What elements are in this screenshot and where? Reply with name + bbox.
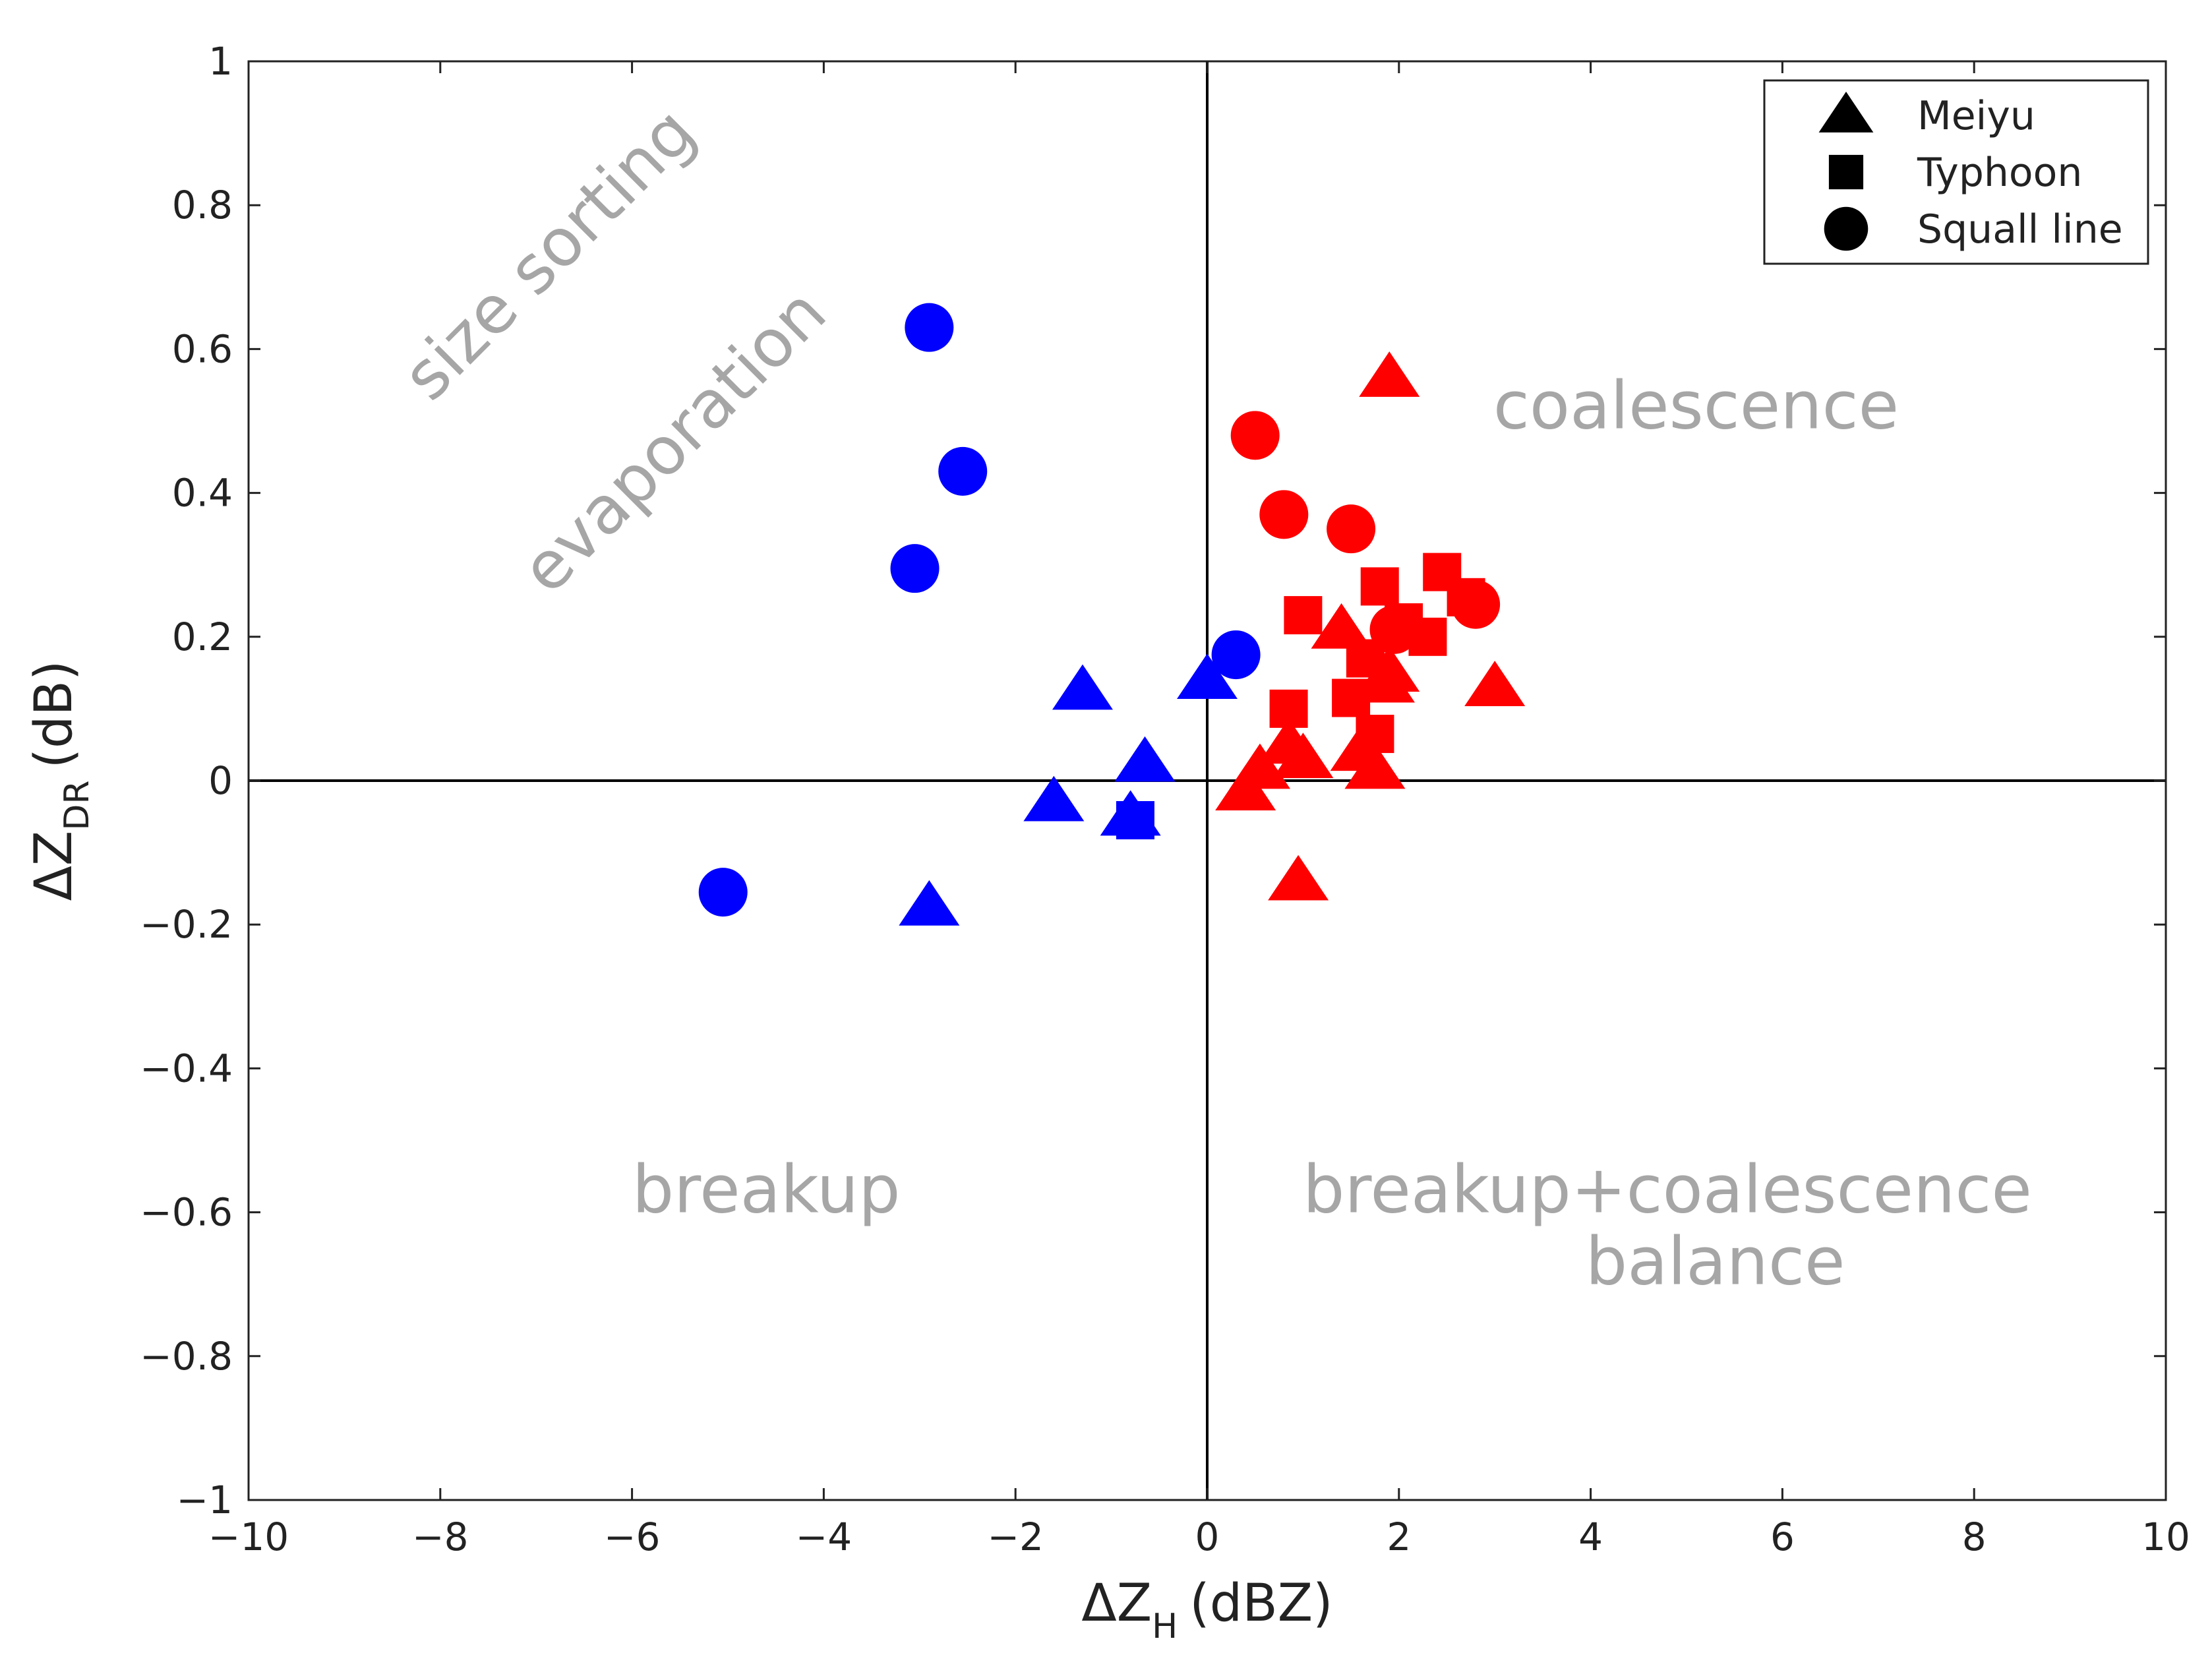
x-axis-title-sub: H [1152, 1607, 1178, 1646]
axis-ticks: −10 −8 −6 −4 −2 0 2 4 6 8 10 −1 −0.8 −0.6 −0.4 −0.2 0 0.2… [140, 39, 2190, 1559]
y-axis-title-unit: (dB) [24, 661, 84, 769]
typhoon-square-marker [1116, 801, 1154, 840]
legend: Meiyu Typhoon Squall line [1763, 79, 2149, 265]
x-axis-title-unit: (dBZ) [1189, 1574, 1332, 1633]
x-tick-label: −6 [604, 1515, 661, 1559]
x-tick-label: 6 [1770, 1515, 1795, 1559]
squall-line-circle-marker [1327, 504, 1376, 554]
x-tick-label: 8 [1962, 1515, 1987, 1559]
meiyu-triangle-marker [899, 880, 960, 926]
y-tick-label: 0.2 [172, 615, 233, 659]
x-tick-label: −2 [987, 1515, 1044, 1559]
x-tick-label: 0 [1195, 1515, 1220, 1559]
y-tick-label: 0 [208, 758, 233, 803]
typhoon-square-marker [1360, 567, 1399, 606]
x-tick-label: −4 [796, 1515, 852, 1559]
legend-square-icon [1828, 154, 1864, 190]
meiyu-triangle-marker [1311, 603, 1372, 649]
squall-line-circle-marker [1451, 580, 1501, 629]
meiyu-triangle-marker [1268, 855, 1329, 901]
y-tick-label: 0.8 [172, 183, 233, 227]
squall-line-circle-marker [1211, 630, 1261, 680]
region-label: breakup+coalescence [1303, 1151, 2032, 1228]
y-tick-label: −1 [177, 1478, 233, 1522]
data-markers [698, 303, 1526, 926]
legend-entry-label: Typhoon [1917, 150, 2082, 196]
meiyu-triangle-marker [1344, 743, 1406, 789]
meiyu-triangle-marker [1052, 664, 1113, 710]
x-tick-label: 10 [2141, 1515, 2190, 1559]
x-tick-label: −10 [208, 1515, 289, 1559]
meiyu-triangle-marker [1215, 765, 1276, 811]
y-axis-title: ΔZDR (dB) [24, 661, 97, 901]
squall-line-circle-marker [698, 868, 748, 917]
y-tick-label: −0.6 [140, 1190, 233, 1235]
squall-line-circle-marker [905, 303, 954, 352]
meiyu-triangle-marker [1114, 736, 1176, 782]
y-axis-title-main: ΔZ [24, 831, 84, 901]
x-axis-title: ΔZH (dBZ) [1081, 1574, 1332, 1646]
meiyu-triangle-marker [1359, 351, 1420, 397]
y-tick-label: 0.6 [172, 326, 233, 371]
y-tick-label: −0.4 [140, 1046, 233, 1091]
typhoon-square-marker [1332, 678, 1371, 717]
y-tick-label: −0.2 [140, 902, 233, 947]
x-tick-label: 2 [1387, 1515, 1411, 1559]
meiyu-triangle-marker [1023, 775, 1085, 822]
y-tick-label: −0.8 [140, 1334, 233, 1379]
squall-line-circle-marker [1230, 411, 1280, 460]
y-tick-label: 0.4 [172, 471, 233, 516]
region-label: breakup [632, 1151, 901, 1228]
axis-titles: ΔZH (dBZ) ΔZDR(dB) [24, 661, 1333, 1646]
squall-line-circle-marker [1369, 605, 1419, 654]
reference-lines [249, 61, 2166, 1500]
meiyu-triangle-marker [1272, 733, 1334, 779]
region-label: balance [1586, 1223, 1845, 1300]
legend-entry-label: Squall line [1917, 206, 2123, 253]
typhoon-square-marker [1284, 596, 1323, 635]
region-label: coalescence [1493, 367, 1899, 444]
typhoon-square-marker [1269, 689, 1308, 728]
meiyu-triangle-marker [1464, 661, 1526, 706]
y-tick-label: 1 [208, 39, 233, 84]
x-axis-title-main: ΔZ [1081, 1574, 1152, 1633]
meiyu-triangle-marker [1177, 653, 1238, 700]
legend-circle-icon [1824, 206, 1868, 251]
typhoon-square-marker [1356, 715, 1394, 754]
squall-line-circle-marker [1259, 490, 1309, 539]
y-axis-title-sub: DR [57, 780, 97, 830]
x-tick-label: 4 [1578, 1515, 1603, 1559]
squall-line-circle-marker [938, 446, 988, 496]
legend-entry-label: Meiyu [1917, 93, 2035, 139]
legend-triangle-icon [1818, 92, 1874, 133]
x-tick-label: −8 [412, 1515, 469, 1559]
squall-line-circle-marker [890, 544, 940, 593]
